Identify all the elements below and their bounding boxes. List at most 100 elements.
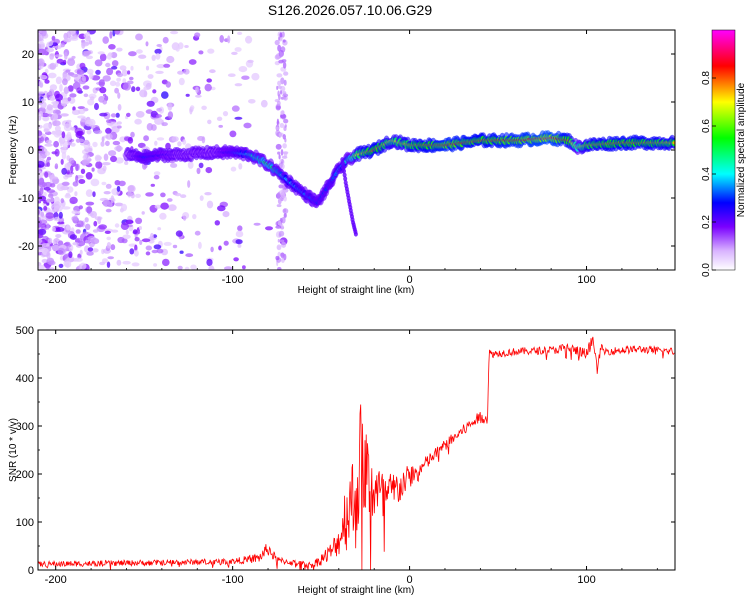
- spectrogram-cell: [108, 150, 117, 157]
- spectrogram-cell: [70, 73, 79, 78]
- spectrogram-x-label: Height of straight line (km): [298, 285, 415, 296]
- x-tick-label: -200: [45, 574, 67, 586]
- spectrogram-cell: [277, 267, 282, 270]
- spectrogram-cell: [120, 203, 128, 212]
- spectrogram-cell: [58, 263, 64, 268]
- spectrogram-cell: [253, 222, 261, 226]
- spectrogram-cell: [182, 139, 187, 145]
- spectrogram-cell: [154, 204, 162, 209]
- spectrogram-cell: [184, 266, 190, 270]
- spectrogram-cell: [114, 202, 124, 207]
- spectrogram-cell: [84, 50, 92, 55]
- spectrogram-cell: [69, 234, 77, 240]
- spectrogram-cell: [61, 206, 71, 210]
- spectrogram-cell: [38, 130, 43, 137]
- y-tick-label: 200: [16, 469, 34, 481]
- spectrogram-cell: [197, 136, 205, 141]
- spectrogram-cell: [233, 257, 239, 262]
- spectrogram-cell: [274, 54, 281, 60]
- spectrogram-cell: [343, 176, 348, 182]
- spectrogram-cell: [47, 113, 52, 117]
- spectrogram-cell: [48, 95, 56, 101]
- spectrogram-cell: [174, 192, 182, 197]
- spectrogram-cell: [120, 222, 129, 231]
- spectrogram-cell: [134, 244, 138, 252]
- spectrogram-cell: [278, 230, 285, 237]
- spectrogram-cell: [237, 225, 243, 232]
- spectrogram-cell: [284, 124, 287, 128]
- spectrogram-cell: [177, 265, 183, 270]
- spectrogram-cell: [38, 116, 42, 121]
- spectrogram-cell: [114, 145, 123, 152]
- figure-title: S126.2026.057.10.06.G29: [268, 2, 432, 18]
- spectrogram-cell: [172, 244, 178, 249]
- spectrogram-cell: [70, 127, 76, 131]
- spectrogram-cell: [279, 163, 285, 170]
- spectrogram-cell: [205, 167, 213, 174]
- spectrogram-cell: [116, 121, 122, 125]
- spectrogram-cell: [153, 175, 160, 180]
- spectrogram-cell: [201, 105, 207, 111]
- spectrogram-cell: [85, 172, 93, 180]
- spectrogram-cell: [167, 198, 173, 202]
- spectrogram-cell: [48, 260, 56, 266]
- spectrogram-cell: [71, 55, 76, 59]
- spectrogram-cell: [145, 245, 152, 251]
- spectrogram-cell: [163, 63, 171, 68]
- spectrogram-cell: [119, 65, 127, 71]
- spectrogram-cell: [149, 232, 154, 241]
- spectrogram-cell: [115, 157, 124, 164]
- spectrogram-cell: [282, 134, 286, 140]
- spectrogram-cell: [190, 264, 197, 270]
- spectrogram-cell: [91, 248, 99, 253]
- spectrogram-cell: [54, 163, 59, 170]
- spectrogram-cell: [97, 51, 105, 55]
- spectrogram-cell: [204, 83, 212, 92]
- spectrogram-cell: [275, 143, 282, 150]
- spectrogram-cell: [60, 42, 65, 48]
- spectrogram-cell: [159, 212, 167, 220]
- spectrogram-cell: [79, 249, 83, 255]
- spectrogram-cell: [283, 208, 287, 213]
- spectrogram-cell: [98, 224, 107, 230]
- spectrogram-cell: [91, 75, 101, 81]
- spectrogram-cell: [46, 41, 54, 47]
- spectrogram-cell: [241, 75, 250, 80]
- spectrogram-cell: [38, 43, 45, 49]
- spectrogram-cell: [207, 119, 212, 125]
- spectrogram-cell: [41, 112, 50, 118]
- spectrogram-cell: [112, 140, 121, 146]
- y-tick-label: 500: [16, 325, 34, 337]
- spectrogram-cell: [45, 139, 52, 145]
- spectrogram-cell: [146, 100, 155, 107]
- spectrogram-cell: [147, 74, 154, 79]
- spectrogram-y-label: Frequency (Hz): [8, 116, 19, 185]
- x-tick-label: -100: [222, 274, 244, 286]
- colorbar-tick-label: 0.8: [701, 71, 712, 85]
- spectrogram-cell: [175, 230, 183, 237]
- spectrogram-cell: [38, 265, 45, 270]
- spectrogram-cell: [155, 70, 164, 74]
- spectrogram-cell: [66, 119, 72, 123]
- spectrogram-cell: [108, 44, 116, 50]
- spectrogram-cell: [207, 48, 215, 54]
- spectrogram-cell: [183, 68, 190, 75]
- spectrogram-cell: [94, 154, 102, 162]
- spectrogram-cell: [91, 167, 95, 172]
- spectrogram-cell: [353, 231, 358, 237]
- spectrogram-cell: [85, 239, 91, 244]
- spectrogram-cell: [117, 92, 121, 99]
- spectrogram-cell: [278, 132, 284, 137]
- spectrogram-cell: [116, 47, 123, 52]
- spectrogram-cell: [44, 143, 53, 147]
- spectrogram-cell: [277, 251, 281, 257]
- spectrogram-cell: [277, 85, 282, 89]
- spectrogram-cell: [282, 91, 287, 95]
- spectrogram-cell: [46, 251, 51, 259]
- spectrogram-cell: [38, 234, 44, 239]
- spectrogram-cell: [184, 45, 189, 48]
- spectrogram-cell: [222, 211, 230, 218]
- spectrogram-cell: [38, 181, 48, 188]
- spectrogram-cell: [238, 66, 248, 73]
- spectrogram-cell: [153, 171, 161, 176]
